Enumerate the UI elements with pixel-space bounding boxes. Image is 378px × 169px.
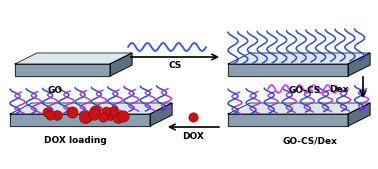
Point xyxy=(107,112,113,115)
Point xyxy=(99,116,105,118)
Polygon shape xyxy=(228,114,348,126)
Point xyxy=(69,110,75,113)
Polygon shape xyxy=(228,53,370,64)
Polygon shape xyxy=(150,103,172,126)
Point xyxy=(54,114,60,116)
Point xyxy=(47,114,53,117)
Point xyxy=(120,115,126,118)
Point xyxy=(110,109,116,112)
Point xyxy=(85,116,91,119)
Point xyxy=(91,113,97,116)
Point xyxy=(44,111,50,114)
Polygon shape xyxy=(348,103,370,126)
Point xyxy=(92,110,98,113)
Polygon shape xyxy=(110,53,132,76)
Point xyxy=(82,116,88,119)
Text: GO-CS: GO-CS xyxy=(289,86,321,95)
Polygon shape xyxy=(348,53,370,76)
Polygon shape xyxy=(15,64,110,76)
Text: DOX: DOX xyxy=(182,132,204,141)
Text: DOX loading: DOX loading xyxy=(43,136,106,145)
Text: GO: GO xyxy=(47,86,63,95)
Polygon shape xyxy=(228,64,348,76)
Polygon shape xyxy=(10,103,172,114)
Text: GO-CS/Dex: GO-CS/Dex xyxy=(283,136,338,145)
Point xyxy=(115,115,121,118)
Point xyxy=(103,110,109,112)
Polygon shape xyxy=(10,114,150,126)
Polygon shape xyxy=(15,53,132,64)
Text: CS: CS xyxy=(168,61,181,70)
Text: Dex: Dex xyxy=(328,86,348,94)
Point xyxy=(190,116,196,118)
Polygon shape xyxy=(228,103,370,114)
